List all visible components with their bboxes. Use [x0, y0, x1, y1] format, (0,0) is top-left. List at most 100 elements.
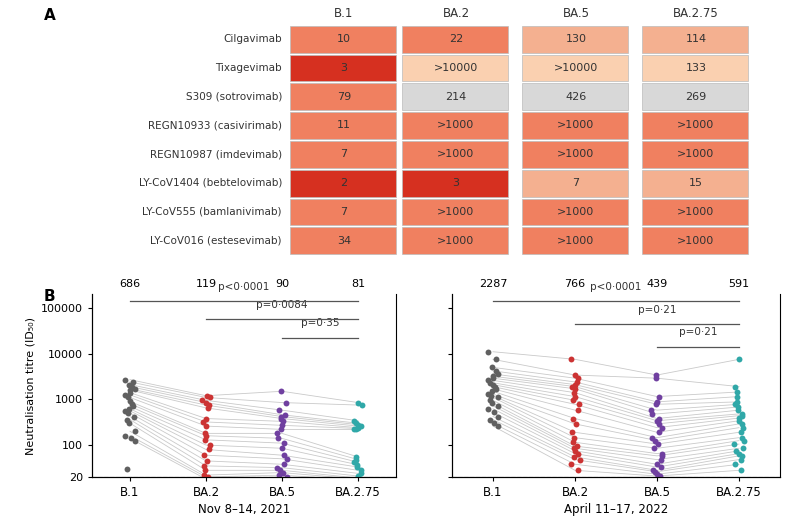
- Bar: [402, 227, 507, 254]
- Point: [274, 425, 287, 434]
- Point: [276, 444, 289, 453]
- Bar: [642, 55, 747, 82]
- Bar: [290, 83, 396, 110]
- Bar: [522, 26, 628, 52]
- Point: [569, 371, 582, 379]
- Y-axis label: Neutralisation titre (ID₅₀): Neutralisation titre (ID₅₀): [26, 316, 35, 455]
- Bar: [402, 26, 507, 52]
- Point: [199, 466, 212, 474]
- Point: [653, 414, 666, 423]
- Text: >1000: >1000: [438, 235, 474, 245]
- Point: [273, 471, 286, 479]
- Point: [486, 381, 499, 389]
- Bar: [642, 26, 747, 52]
- Point: [489, 367, 502, 375]
- Point: [118, 431, 131, 440]
- Point: [129, 385, 142, 393]
- Point: [482, 348, 494, 356]
- Text: Cilgavimab: Cilgavimab: [223, 34, 282, 44]
- Point: [646, 434, 658, 442]
- Text: >1000: >1000: [558, 120, 594, 130]
- Point: [650, 371, 662, 379]
- Text: p=0·21: p=0·21: [678, 328, 718, 338]
- Point: [487, 419, 500, 428]
- Point: [570, 378, 583, 386]
- Point: [566, 428, 579, 437]
- Point: [197, 418, 210, 426]
- Point: [731, 388, 744, 396]
- Point: [278, 460, 290, 469]
- Point: [567, 388, 580, 397]
- Point: [571, 374, 584, 383]
- Point: [490, 355, 502, 364]
- Point: [650, 400, 662, 409]
- Text: 7: 7: [573, 178, 579, 188]
- Point: [277, 417, 290, 426]
- Text: LY-CoV1404 (bebtelovimab): LY-CoV1404 (bebtelovimab): [138, 178, 282, 188]
- Point: [122, 404, 135, 413]
- Point: [486, 399, 499, 408]
- Bar: [642, 170, 747, 197]
- Text: 7: 7: [341, 207, 347, 217]
- Text: REGN10933 (casivirimab): REGN10933 (casivirimab): [148, 120, 282, 130]
- Text: p=0·0084: p=0·0084: [256, 300, 308, 310]
- Point: [204, 393, 217, 402]
- Point: [281, 473, 294, 481]
- Text: p<0·0001: p<0·0001: [590, 282, 642, 292]
- Point: [274, 466, 286, 474]
- Point: [736, 411, 749, 420]
- Point: [571, 466, 584, 474]
- Bar: [522, 141, 628, 168]
- Bar: [402, 55, 507, 82]
- Point: [727, 440, 740, 448]
- Point: [348, 458, 361, 466]
- Point: [656, 449, 669, 458]
- Point: [486, 374, 499, 383]
- Point: [351, 474, 364, 482]
- Point: [351, 463, 364, 471]
- Bar: [522, 199, 628, 225]
- Point: [484, 378, 497, 387]
- Text: >1000: >1000: [678, 149, 714, 159]
- Point: [202, 477, 214, 485]
- Bar: [642, 83, 747, 110]
- Text: 114: 114: [686, 34, 706, 44]
- Point: [356, 476, 369, 484]
- Point: [354, 422, 367, 430]
- Text: p=0·21: p=0·21: [638, 305, 676, 315]
- Point: [488, 408, 501, 417]
- Bar: [642, 227, 747, 254]
- Point: [271, 434, 284, 443]
- Point: [566, 414, 579, 423]
- Point: [123, 381, 136, 389]
- Point: [732, 403, 745, 411]
- Point: [484, 392, 497, 400]
- Point: [119, 407, 132, 415]
- Point: [278, 451, 290, 460]
- Point: [487, 372, 500, 381]
- Point: [196, 396, 209, 404]
- Text: 11: 11: [337, 120, 351, 130]
- Point: [278, 439, 290, 447]
- Point: [350, 453, 362, 461]
- Point: [492, 412, 505, 421]
- Point: [482, 390, 494, 399]
- Point: [736, 410, 749, 418]
- Text: 3: 3: [341, 63, 347, 73]
- Point: [733, 355, 746, 364]
- Point: [568, 446, 581, 455]
- Bar: [290, 55, 396, 82]
- Point: [732, 417, 745, 425]
- Text: p<0·0001: p<0·0001: [218, 282, 270, 292]
- Point: [122, 409, 134, 417]
- Text: >10000: >10000: [554, 63, 598, 73]
- Point: [572, 406, 585, 414]
- Bar: [642, 199, 747, 225]
- Point: [649, 436, 662, 445]
- Text: >1000: >1000: [438, 149, 474, 159]
- Text: 15: 15: [689, 178, 703, 188]
- Point: [200, 399, 213, 407]
- Point: [280, 475, 293, 483]
- Point: [656, 452, 669, 460]
- Point: [651, 417, 664, 425]
